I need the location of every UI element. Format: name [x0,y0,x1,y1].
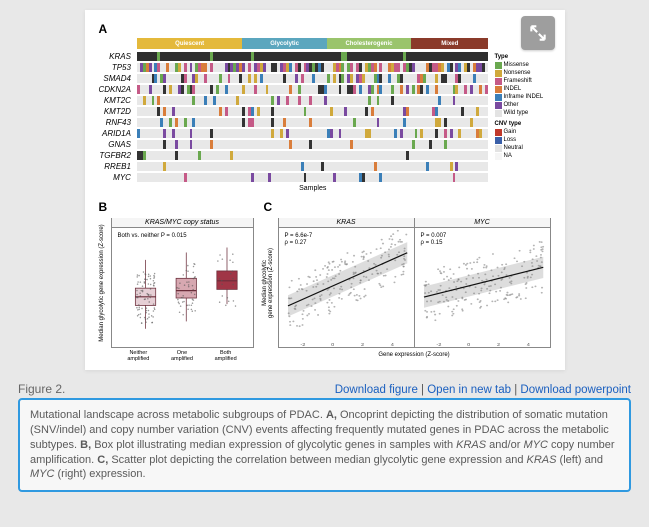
subtype-header: Mixed [411,38,488,49]
gene-label: GNAS [99,139,131,150]
panel-b-pvalue: Both vs. neither P = 0.015 [118,233,187,239]
oncoprint-row [137,150,489,161]
legend-item: Inframe INDEL [495,93,551,101]
gene-label: KMT2C [99,95,131,106]
x-tick-label: Oneamplified [171,350,193,362]
svg-text:2: 2 [360,342,363,347]
open-new-tab-link[interactable]: Open in new tab [427,384,511,396]
subtype-header: Glycolytic [242,38,326,49]
oncoprint-row [137,172,489,183]
oncoprint-row [137,106,489,117]
x-tick-label: Neitheramplified [127,350,149,362]
legend-item: NA [495,152,551,160]
gene-label: MYC [99,172,131,183]
scatter-pane-myc: MYC P = 0.007 ρ = 0.15 -2 0 2 4 [415,218,551,348]
expand-icon[interactable] [521,16,555,50]
svg-text:0: 0 [331,342,334,347]
cnv-legend-title: CNV type [495,120,551,128]
scatter-title-kras: KRAS [279,218,414,228]
gene-label: RNF43 [99,117,131,128]
figure-caption: Mutational landscape across metabolic su… [18,398,631,492]
gene-label: TGFBR2 [99,150,131,161]
scatter-pane-kras: KRAS P = 6.6e-7 ρ = 0.27 -2 0 2 4 [278,218,415,348]
gene-label: ARID1A [99,128,131,139]
figure-caption-header: Figure 2. Download figure | Open in new … [18,382,631,396]
legend-item: Missense [495,61,551,69]
subtype-header-bar: QuiescentGlycolyticCholesterogenicMixed [137,38,489,49]
oncoprint-tracks: QuiescentGlycolyticCholesterogenicMixed … [137,38,489,192]
oncoprint-row [137,161,489,172]
download-powerpoint-link[interactable]: Download powerpoint [520,384,631,396]
scatter-title-myc: MYC [415,218,550,228]
panel-b-xticks: Neitheramplified Oneamplified Bothamplifie… [111,348,254,362]
oncoprint-row [137,51,489,62]
legend-item: Gain [495,128,551,136]
figure-links: Download figure | Open in new tab | Down… [335,384,631,396]
gene-label: KMT2D [99,106,131,117]
x-tick-label: Bothamplified [215,350,237,362]
legend-item: Frameshift [495,77,551,85]
gene-labels-column: KRASTP53SMAD4CDKN2AKMT2CKMT2DRNF43ARID1A… [99,38,131,192]
legend-item: Other [495,101,551,109]
oncoprint-row [137,139,489,150]
oncoprint-row [137,128,489,139]
legend-item: Loss [495,136,551,144]
svg-text:-2: -2 [300,342,305,347]
subtype-header: Quiescent [137,38,242,49]
subtype-header: Cholesterogenic [327,38,411,49]
gene-label: RREB1 [99,161,131,172]
svg-text:-2: -2 [436,342,441,347]
gene-label: SMAD4 [99,73,131,84]
panel-a-label: A [99,22,108,36]
legend-item: Neutral [495,144,551,152]
oncoprint-row [137,95,489,106]
oncoprint-row [137,84,489,95]
panel-c-label: C [264,200,273,214]
svg-text:0: 0 [467,342,470,347]
download-figure-link[interactable]: Download figure [335,384,418,396]
legend-item: INDEL [495,85,551,93]
mutation-legend-title: Type [495,53,551,61]
panel-b-title: KRAS/MYC copy status [112,218,253,228]
svg-text:4: 4 [526,342,529,347]
scatter-stats-myc: P = 0.007 ρ = 0.15 [421,233,447,247]
figure-number: Figure 2. [18,382,65,396]
gene-label: KRAS [99,51,131,62]
panel-b-label: B [99,200,108,214]
gene-label: TP53 [99,62,131,73]
panel-b: B KRAS/MYC copy status Both vs. neither … [99,198,254,362]
oncoprint-row [137,117,489,128]
oncoprint-row [137,73,489,84]
legend-item: Wild type [495,109,551,117]
oncoprint-row [137,62,489,73]
samples-axis-label: Samples [137,185,489,192]
oncoprint-legend: Type MissenseNonsenseFrameshiftINDELInfr… [495,38,551,192]
svg-text:4: 4 [390,342,393,347]
panel-c-ylabel: Median glycolyticgene expression (Z-scor… [262,248,274,318]
scatter-stats-kras: P = 6.6e-7 ρ = 0.27 [285,233,313,247]
panel-c: C Median glycolyticgene expression (Z-sc… [264,198,551,362]
panel-c-xlabel: Gene expression (Z-score) [278,352,551,358]
panel-b-ylabel: Median glycolytic gene expression (Z-sco… [99,224,105,341]
svg-text:2: 2 [496,342,499,347]
legend-item: Nonsense [495,69,551,77]
gene-label: CDKN2A [99,84,131,95]
panel-a: A KRASTP53SMAD4CDKN2AKMT2CKMT2DRNF43ARID… [99,20,551,192]
figure-panel-container: A KRASTP53SMAD4CDKN2AKMT2CKMT2DRNF43ARID… [85,10,565,370]
